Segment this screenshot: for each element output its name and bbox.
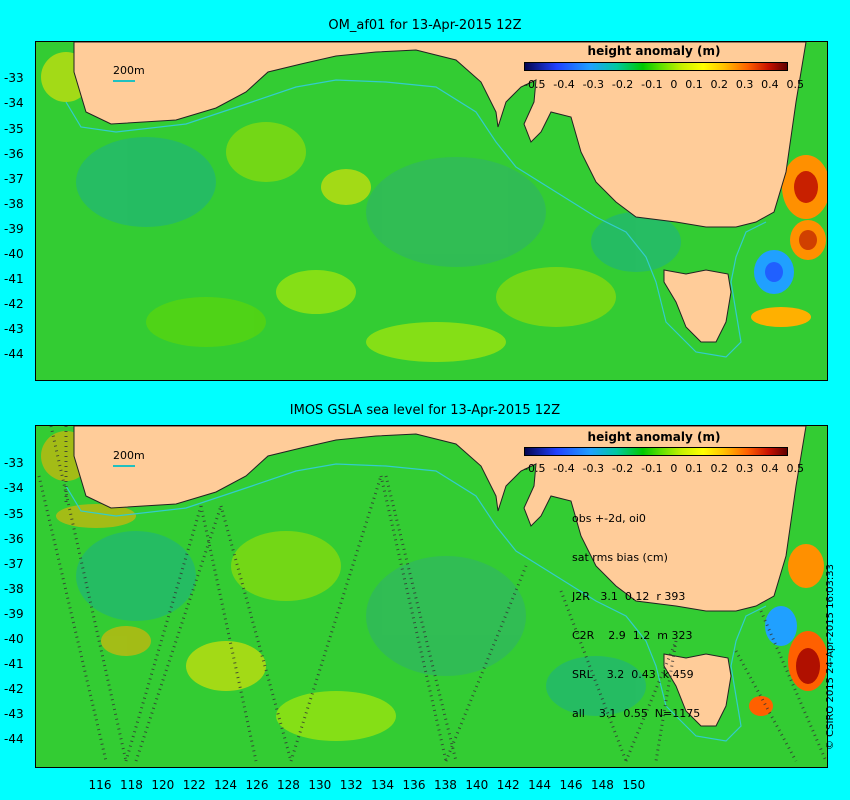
x-tick: 136 — [402, 778, 426, 792]
legend-tick: -0.5 — [524, 462, 546, 475]
top-scale-label: 200m — [113, 64, 145, 77]
x-tick: 128 — [276, 778, 300, 792]
legend-tick: -0.5 — [524, 78, 546, 91]
legend-tick: 0.3 — [735, 78, 754, 91]
y-tick: -34 — [4, 481, 24, 495]
legend-tick: -0.4 — [553, 78, 575, 91]
x-tick: 118 — [119, 778, 143, 792]
y-tick: -36 — [4, 532, 24, 546]
top-legend-title: height anomaly (m) — [587, 44, 721, 58]
top-map-svg — [36, 42, 827, 380]
y-tick: -33 — [4, 71, 24, 85]
x-tick: 130 — [308, 778, 332, 792]
y-tick: -42 — [4, 682, 24, 696]
bottom-map — [35, 425, 828, 768]
bottom-map-svg — [36, 426, 827, 767]
y-tick: -35 — [4, 122, 24, 136]
legend-tick: 0.5 — [786, 78, 804, 91]
x-tick: 148 — [590, 778, 614, 792]
y-tick: -44 — [4, 347, 24, 361]
y-tick: -35 — [4, 507, 24, 521]
x-tick: 134 — [371, 778, 395, 792]
y-tick: -37 — [4, 557, 24, 571]
legend-tick: 0.2 — [710, 78, 729, 91]
x-tick: 146 — [559, 778, 583, 792]
australia-land — [73, 426, 807, 612]
y-tick: -37 — [4, 172, 24, 186]
x-tick: 116 — [88, 778, 112, 792]
y-tick: -44 — [4, 732, 24, 746]
bottom-legend-title: height anomaly (m) — [587, 430, 721, 444]
x-tick: 126 — [245, 778, 269, 792]
legend-tick: 0 — [670, 78, 678, 91]
top-scale-line — [113, 80, 135, 82]
y-tick: -38 — [4, 197, 24, 211]
ssh-anomaly-field — [41, 52, 681, 362]
legend-tick: 0 — [670, 462, 678, 475]
stats-line: obs +-2d, oi0 — [572, 512, 646, 525]
y-tick: -40 — [4, 247, 24, 261]
stats-line: sat rms bias (cm) — [572, 551, 668, 564]
legend-tick: -0.1 — [641, 78, 663, 91]
y-tick: -34 — [4, 96, 24, 110]
legend-tick: 0.2 — [710, 462, 729, 475]
y-tick: -42 — [4, 297, 24, 311]
bottom-legend-colorbar — [524, 447, 788, 456]
y-tick: -41 — [4, 657, 24, 671]
x-tick: 120 — [151, 778, 175, 792]
ssh-anomaly-field — [41, 431, 646, 741]
copyright-credit: © CSIRO 2015 24-Apr-2015 16:03:33 — [825, 563, 836, 750]
x-tick: 122 — [182, 778, 206, 792]
y-tick: -40 — [4, 632, 24, 646]
legend-tick: 0.1 — [685, 78, 703, 91]
x-tick: 142 — [496, 778, 520, 792]
tasmania-land — [663, 269, 732, 343]
bottom-legend-ticks: -0.5 -0.4 -0.3 -0.2 -0.1 0 0.1 0.2 0.3 0… — [524, 462, 804, 475]
y-tick: -43 — [4, 322, 24, 336]
legend-tick: -0.4 — [553, 462, 575, 475]
legend-tick: -0.2 — [611, 462, 634, 475]
legend-tick: -0.1 — [641, 462, 663, 475]
tasmania-land — [663, 653, 732, 727]
australia-land — [73, 42, 807, 228]
stats-line: SRL 3.2 0.43 k 459 — [572, 668, 694, 681]
y-tick: -36 — [4, 147, 24, 161]
x-tick: 150 — [622, 778, 646, 792]
legend-tick: 0.1 — [685, 462, 703, 475]
legend-tick: 0.3 — [735, 462, 754, 475]
legend-tick: -0.3 — [582, 462, 605, 475]
y-tick: -43 — [4, 707, 24, 721]
y-tick: -41 — [4, 272, 24, 286]
top-legend-colorbar — [524, 62, 788, 71]
isobath-200m — [65, 79, 767, 358]
stats-line: J2R 3.1 0.12 r 393 — [572, 590, 686, 603]
isobath-200m — [65, 463, 767, 742]
x-tick: 140 — [465, 778, 489, 792]
legend-tick: 0.5 — [786, 462, 804, 475]
x-tick: 144 — [528, 778, 552, 792]
bottom-scale-label: 200m — [113, 449, 145, 462]
bottom-panel-title: IMOS GSLA sea level for 13-Apr-2015 12Z — [289, 403, 561, 418]
stats-box: obs +-2d, oi0 sat rms bias (cm) J2R 3.1 … — [572, 486, 700, 733]
stats-line: C2R 2.9 1.2 m 323 — [572, 629, 693, 642]
x-tick: 138 — [433, 778, 457, 792]
altimeter-tracks — [37, 426, 827, 762]
x-tick: 124 — [214, 778, 238, 792]
legend-tick: -0.3 — [582, 78, 605, 91]
bottom-scale-line — [113, 465, 135, 467]
y-tick: -33 — [4, 456, 24, 470]
y-tick: -39 — [4, 607, 24, 621]
x-tick: 132 — [339, 778, 363, 792]
y-tick: -38 — [4, 582, 24, 596]
y-tick: -39 — [4, 222, 24, 236]
top-panel-title: OM_af01 for 13-Apr-2015 12Z — [328, 18, 522, 33]
stats-line: all 3.1 0.55 N=1175 — [572, 707, 701, 720]
legend-tick: -0.2 — [611, 78, 634, 91]
legend-tick: 0.4 — [761, 78, 779, 91]
legend-tick: 0.4 — [761, 462, 779, 475]
top-legend-ticks: -0.5 -0.4 -0.3 -0.2 -0.1 0 0.1 0.2 0.3 0… — [524, 78, 804, 91]
top-map — [35, 41, 828, 381]
